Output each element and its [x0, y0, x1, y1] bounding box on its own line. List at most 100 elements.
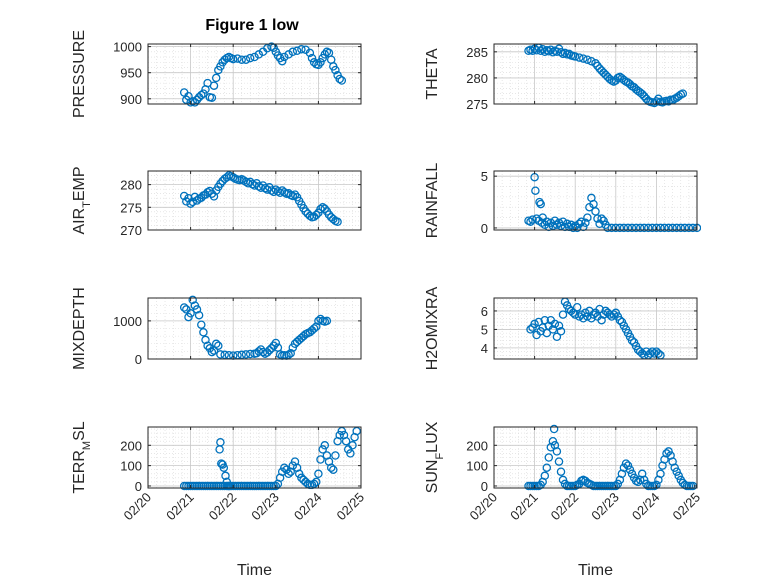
data-point — [192, 196, 202, 205]
data-point — [678, 89, 688, 98]
data-point — [237, 350, 246, 360]
data-point — [254, 50, 264, 59]
data-point — [672, 467, 681, 476]
data-point — [197, 320, 206, 329]
y-axis-label-main: AIR — [71, 208, 88, 235]
data-point — [307, 53, 317, 63]
data-point — [309, 58, 319, 67]
data-series — [524, 172, 701, 233]
x-tick-label: 02/24 — [629, 490, 663, 524]
data-point — [568, 308, 578, 318]
data-point — [312, 210, 321, 220]
data-point — [556, 327, 566, 336]
data-point — [263, 43, 272, 53]
data-point — [627, 223, 637, 233]
data-point — [301, 207, 310, 216]
data-point — [348, 441, 357, 450]
data-point — [548, 325, 558, 334]
data-point — [554, 457, 564, 466]
data-point — [318, 445, 327, 454]
y-tick-label: 200 — [466, 438, 488, 453]
data-point — [558, 310, 568, 319]
data-point — [660, 223, 669, 233]
data-series — [179, 42, 347, 107]
subplot-terr: 0 100 200 02/20 02/21 02/22 02/23 02/24 02/25 Tim… — [71, 421, 367, 579]
y-axis-label-main: TERR — [71, 450, 88, 494]
data-point — [589, 310, 598, 319]
y-axis-label-rest: SL — [71, 421, 88, 441]
data-point — [639, 475, 649, 485]
y-tick-label: 900 — [120, 92, 142, 107]
x-tick-label: 02/25 — [334, 490, 368, 524]
data-point — [194, 310, 204, 320]
data-point — [623, 223, 633, 233]
data-point — [536, 46, 545, 56]
data-point — [572, 223, 582, 233]
x-axis-label: Time — [578, 562, 613, 579]
data-point — [680, 223, 690, 233]
data-point — [288, 47, 298, 57]
y-tick-label: 1000 — [113, 40, 142, 55]
data-point — [329, 465, 338, 474]
subplot-air: 270 275 280 AIRTEMP — [71, 166, 362, 238]
y-tick-label: 5 — [481, 169, 488, 184]
data-point — [548, 436, 558, 446]
data-point — [188, 197, 197, 207]
data-point — [222, 477, 232, 487]
axes-box — [147, 297, 362, 360]
data-point — [652, 97, 661, 106]
data-point — [312, 477, 321, 487]
y-axis-label-main: PRESSURE — [71, 30, 88, 118]
data-point — [550, 319, 560, 329]
data-point — [267, 344, 276, 353]
data-point — [627, 336, 637, 345]
axes-box — [147, 43, 362, 105]
data-point — [532, 214, 541, 223]
figure-title: Figure 1 low — [205, 17, 299, 34]
data-series — [524, 43, 688, 108]
data-point — [199, 328, 208, 337]
data-point — [216, 179, 225, 188]
x-tick-label: 02/23 — [588, 490, 622, 524]
y-axis-label: THETA — [424, 48, 441, 100]
data-point — [531, 186, 540, 195]
x-tick-label: 02/22 — [206, 490, 240, 524]
data-point — [337, 76, 347, 85]
data-point — [652, 223, 661, 233]
data-point — [192, 305, 202, 314]
data-point — [558, 475, 568, 485]
data-point — [199, 89, 208, 98]
data-point — [211, 73, 221, 83]
subplot-rainfall: 0 5 RAINFALL — [424, 163, 701, 238]
data-point — [286, 349, 295, 358]
data-point — [209, 81, 219, 90]
y-axis-label-main: H2OMIXRA — [424, 286, 441, 370]
x-tick-label: 02/20 — [121, 490, 155, 524]
data-point — [320, 441, 330, 450]
data-point — [670, 463, 679, 472]
x-tick-label: 02/24 — [291, 490, 325, 524]
data-series — [526, 297, 665, 360]
y-axis-label: H2OMIXRA — [424, 286, 441, 370]
axes-box — [493, 170, 698, 231]
y-axis-label-main: THETA — [424, 48, 441, 100]
data-point — [211, 339, 221, 349]
data-point — [548, 48, 558, 57]
data-point — [305, 211, 315, 221]
axes-box — [493, 297, 698, 360]
data-point — [577, 217, 586, 226]
data-point — [570, 52, 580, 61]
data-point — [621, 459, 631, 468]
data-point — [284, 469, 293, 479]
data-point — [587, 56, 596, 66]
data-series — [179, 295, 332, 360]
y-tick-label: 200 — [120, 438, 142, 453]
data-point — [331, 451, 340, 460]
data-point — [609, 310, 619, 319]
y-tick-label: 0 — [135, 479, 142, 494]
y-axis-label-subscript: F — [434, 453, 446, 460]
data-point — [668, 223, 677, 233]
data-point — [575, 312, 584, 321]
y-axis-label-main: MIXDEPTH — [71, 287, 88, 370]
data-point — [271, 481, 281, 491]
